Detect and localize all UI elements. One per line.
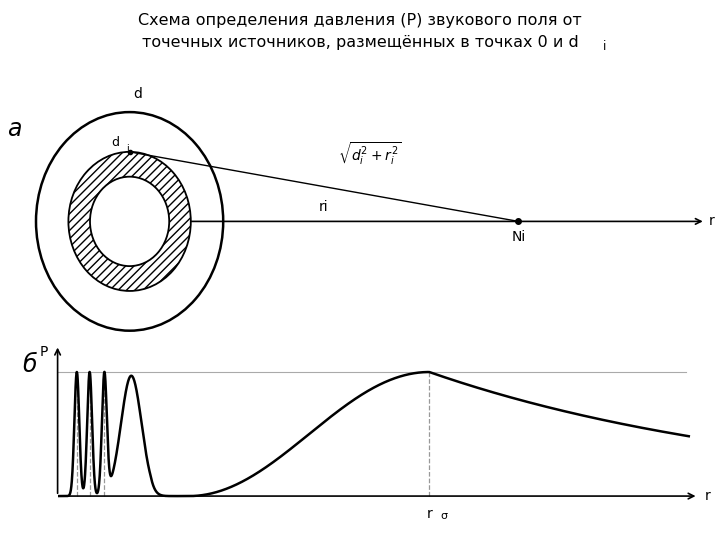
Text: 0: 0 [112, 227, 121, 241]
Ellipse shape [90, 177, 169, 266]
Text: точечных источников, размещённых в точках 0 и d: точечных источников, размещённых в точка… [142, 35, 578, 50]
Text: $\sqrt{d_i^2+r_i^2}$: $\sqrt{d_i^2+r_i^2}$ [338, 140, 402, 167]
Text: i: i [603, 40, 607, 53]
Text: r: r [705, 489, 711, 503]
Text: б: б [22, 353, 37, 377]
Text: P: P [40, 345, 48, 359]
Text: Ni: Ni [511, 231, 526, 244]
Text: r: r [426, 507, 432, 521]
Text: d: d [133, 87, 142, 102]
Text: а: а [7, 117, 22, 141]
Text: Схема определения давления (Р) звукового поля от: Схема определения давления (Р) звукового… [138, 14, 582, 29]
Text: d: d [111, 137, 119, 150]
Text: i: i [126, 144, 129, 154]
Text: r: r [709, 214, 715, 228]
Text: ri: ri [319, 200, 329, 214]
Ellipse shape [68, 152, 191, 291]
Text: σ: σ [441, 511, 448, 521]
